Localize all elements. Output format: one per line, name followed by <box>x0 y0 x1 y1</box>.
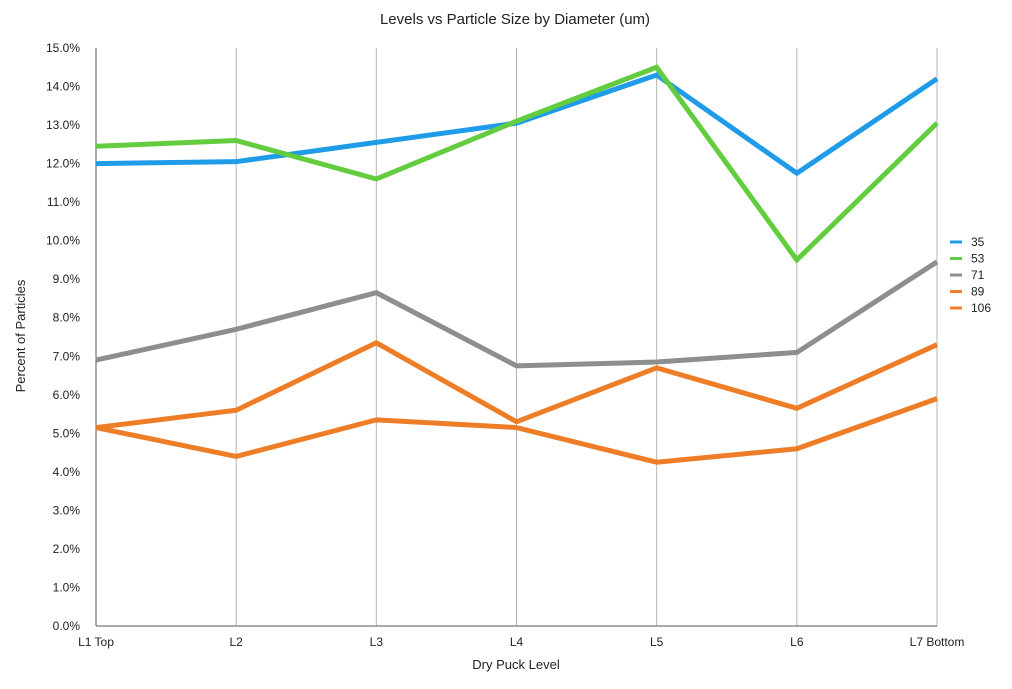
y-tick-label: 10.0% <box>46 234 80 248</box>
legend-label: 35 <box>971 235 985 249</box>
x-axis-label: Dry Puck Level <box>472 657 560 672</box>
chart-title: Levels vs Particle Size by Diameter (um) <box>380 11 650 28</box>
axes: 0.0% 1.0% 2.0% 3.0% 4.0% 5.0% 6.0% 7.0% 8.0% 9.0%… <box>46 41 964 649</box>
y-tick-label: 14.0% <box>46 80 80 94</box>
y-tick-label: 11.0% <box>47 195 80 209</box>
y-tick-label: 15.0% <box>46 41 80 55</box>
x-tick-label: L4 <box>510 635 524 649</box>
legend-label: 89 <box>971 285 985 299</box>
x-tick-label: L3 <box>370 635 384 649</box>
y-tick-label: 9.0% <box>53 272 81 286</box>
y-axis-label: Percent of Particles <box>13 279 28 392</box>
y-tick-label: 0.0% <box>53 619 81 633</box>
y-tick-label: 7.0% <box>53 349 81 363</box>
y-tick-label: 5.0% <box>53 426 81 440</box>
legend-label: 106 <box>971 301 991 315</box>
series-line-71 <box>95 259 939 369</box>
y-tick-label: 1.0% <box>53 580 81 594</box>
y-tick-label: 8.0% <box>53 311 81 325</box>
gridlines <box>235 48 938 626</box>
legend: 35 53 71 89 106 <box>950 235 991 315</box>
y-tick-label: 4.0% <box>53 465 81 479</box>
legend-label: 71 <box>971 268 985 282</box>
x-tick-label: L7 Bottom <box>910 635 965 649</box>
x-tick-label: L5 <box>650 635 664 649</box>
series-line-106 <box>95 396 938 465</box>
y-tick-label: 3.0% <box>53 503 81 517</box>
legend-label: 53 <box>971 252 985 266</box>
x-tick-label: L2 <box>229 635 243 649</box>
series-line-89 <box>95 339 939 431</box>
series-line-53 <box>95 64 939 264</box>
x-tick-label: L6 <box>790 635 804 649</box>
series-lines <box>95 64 939 465</box>
x-tick-label: L1 Top <box>78 635 114 649</box>
y-tick-label: 12.0% <box>46 157 80 171</box>
y-tick-label: 13.0% <box>46 118 80 132</box>
y-tick-label: 2.0% <box>53 542 81 556</box>
y-tick-label: 6.0% <box>53 388 81 402</box>
